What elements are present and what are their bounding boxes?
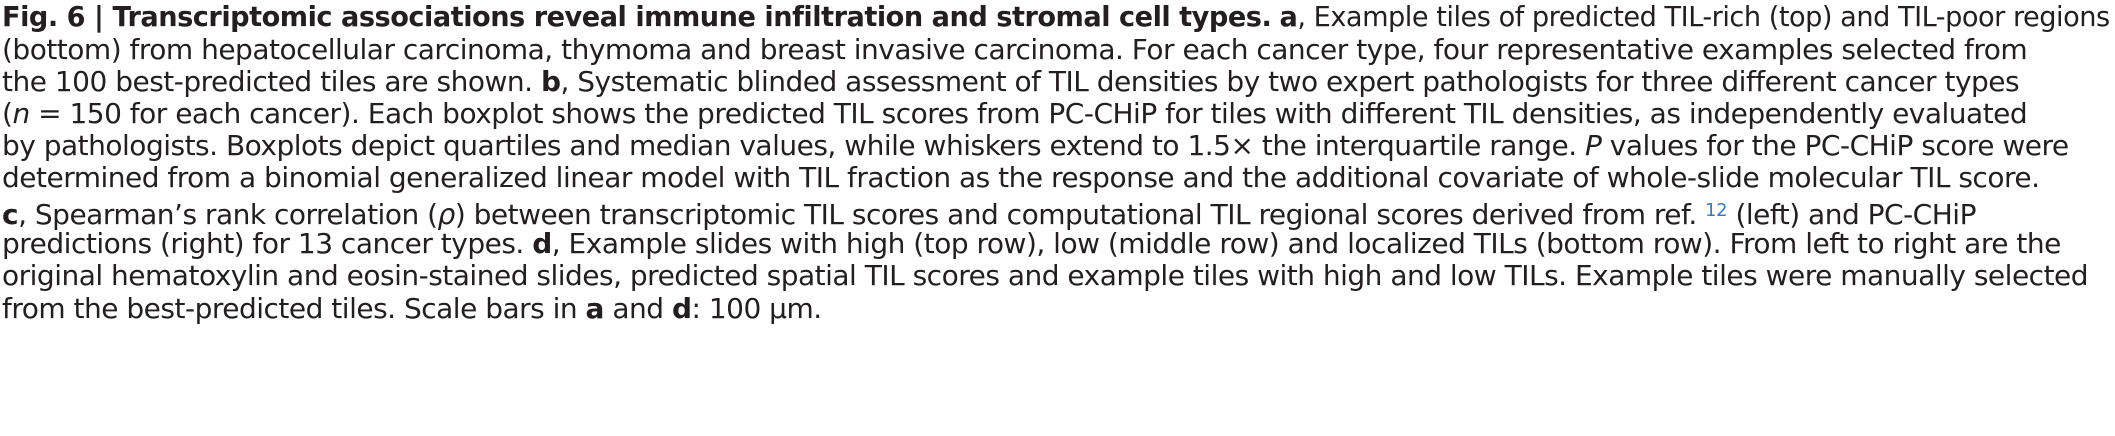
caption-line-4: (n = 150 for each cancer). Each boxplot … (2, 96, 2028, 132)
caption-line-10: from the best-predicted tiles. Scale bar… (2, 291, 822, 327)
caption-text: determined from a binomial generalized l… (2, 161, 2040, 194)
caption-text: , Spearman’s rank correlation ( (18, 198, 438, 231)
caption-text: predictions (right) for 13 cancer types. (2, 227, 533, 260)
reference-link[interactable]: 12 (1705, 200, 1728, 221)
caption-text: ) between transcriptomic TIL scores and … (454, 198, 1706, 231)
caption-text: (bottom) from hepatocellular carcinoma, … (2, 33, 2028, 66)
caption-line-2: (bottom) from hepatocellular carcinoma, … (2, 32, 2028, 68)
caption-text: ( (2, 97, 13, 130)
caption-line-8: predictions (right) for 13 cancer types.… (2, 226, 2061, 262)
caption-line-3: the 100 best-predicted tiles are shown. … (2, 64, 2020, 100)
panel-label-a: a (1279, 0, 1298, 33)
caption-line-1: Fig. 6 | Transcriptomic associations rev… (2, 0, 2110, 35)
caption-line-5: by pathologists. Boxplots depict quartil… (2, 128, 2069, 164)
caption-text: original hematoxylin and eosin-stained s… (2, 259, 2089, 292)
figure-title: Fig. 6 | Transcriptomic associations rev… (2, 0, 1272, 33)
caption-text: , Example slides with high (top row), lo… (551, 227, 2062, 260)
caption-text: the 100 best-predicted tiles are shown. (2, 65, 541, 98)
caption-line-6: determined from a binomial generalized l… (2, 160, 2040, 196)
caption-text: , Systematic blinded assessment of TIL d… (560, 65, 2020, 98)
panel-label-c: c (2, 198, 19, 231)
italic-rho: ρ (437, 198, 456, 231)
caption-text: values for the PC-CHiP score were (1601, 129, 2069, 162)
caption-text: (left) and PC-CHiP (1727, 198, 1976, 231)
panel-label-b: b (540, 65, 561, 98)
caption-text: and (603, 292, 672, 325)
italic-n: n (12, 97, 30, 130)
panel-label-a: a (585, 292, 605, 325)
caption-line-7: c, Spearman’s rank correlation (ρ) betwe… (2, 193, 1976, 231)
caption-text: , Example tiles of predicted TIL-rich (t… (1297, 0, 2110, 33)
caption-text: by pathologists. Boxplots depict quartil… (2, 129, 1586, 162)
caption-text: = 150 for each cancer). Each boxplot sho… (29, 97, 2028, 130)
caption-line-9: original hematoxylin and eosin-stained s… (2, 258, 2089, 294)
italic-p: P (1585, 129, 1602, 162)
caption-text: from the best-predicted tiles. Scale bar… (2, 292, 586, 325)
panel-label-d: d (532, 227, 552, 260)
panel-label-d: d (671, 292, 692, 325)
caption-text: : 100 μm. (691, 292, 822, 325)
